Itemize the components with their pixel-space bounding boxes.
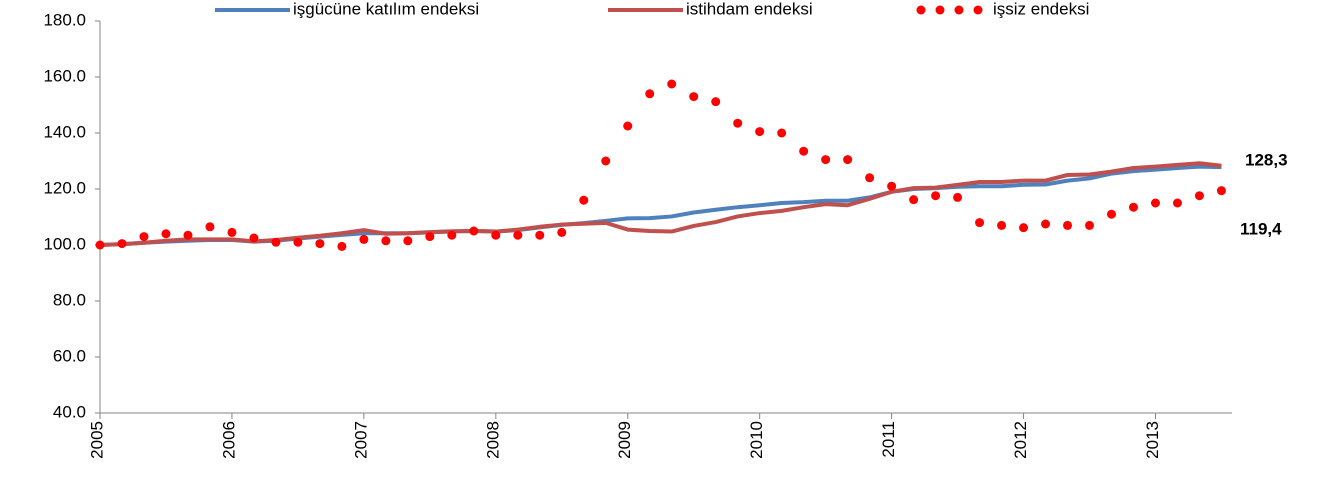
x-tick-label: 2010	[747, 421, 766, 459]
marker	[799, 146, 809, 156]
marker	[689, 92, 699, 102]
x-tick-label: 2005	[87, 421, 106, 459]
marker	[1041, 219, 1051, 229]
marker	[711, 97, 721, 107]
y-tick-label: 80.0	[53, 290, 86, 309]
y-tick-label: 140.0	[43, 122, 86, 141]
marker	[469, 226, 479, 236]
y-tick-label: 60.0	[53, 346, 86, 365]
x-tick-label: 2007	[351, 421, 370, 459]
marker	[601, 156, 611, 166]
marker	[337, 241, 347, 251]
x-tick-label: 2012	[1011, 421, 1030, 459]
marker	[249, 233, 259, 243]
marker	[843, 155, 853, 165]
marker	[931, 191, 941, 201]
y-tick-label: 100.0	[43, 234, 86, 253]
marker	[909, 195, 919, 205]
marker	[645, 89, 655, 99]
marker	[1128, 202, 1138, 212]
annotation: 119,4	[1240, 219, 1282, 238]
x-tick-label: 2011	[879, 421, 898, 458]
marker	[887, 181, 897, 191]
marker	[1107, 209, 1117, 219]
marker	[535, 230, 545, 240]
marker	[777, 128, 787, 138]
series-line	[99, 161, 1222, 247]
marker	[953, 192, 963, 202]
marker	[755, 127, 765, 137]
marker	[403, 236, 413, 246]
marker	[557, 227, 567, 237]
legend-marker	[973, 5, 983, 15]
annotation: 128,3	[1245, 150, 1288, 169]
x-tick-label: 2009	[615, 421, 634, 459]
legend-label: işgücüne katılım endeksi	[293, 0, 479, 18]
marker	[865, 173, 875, 183]
marker	[821, 155, 831, 165]
marker	[139, 232, 149, 242]
y-tick-label: 160.0	[43, 66, 86, 85]
marker	[1063, 220, 1073, 230]
y-tick-label: 120.0	[43, 178, 86, 197]
marker	[315, 239, 325, 249]
x-tick-label: 2008	[483, 421, 502, 459]
x-tick-label: 2013	[1143, 421, 1162, 459]
marker	[227, 227, 237, 237]
legend-label: işsiz endeksi	[993, 0, 1089, 18]
marker	[1194, 191, 1204, 201]
marker	[293, 237, 303, 247]
marker	[1019, 223, 1029, 233]
marker	[447, 230, 457, 240]
marker	[975, 218, 985, 228]
legend-marker	[935, 5, 945, 15]
marker	[1172, 198, 1182, 208]
marker	[1085, 220, 1095, 230]
marker	[513, 230, 523, 240]
marker	[183, 230, 193, 240]
marker	[359, 234, 369, 244]
legend-marker	[916, 5, 926, 15]
marker	[1150, 198, 1160, 208]
marker	[205, 222, 215, 232]
x-tick-label: 2006	[219, 421, 238, 459]
marker	[667, 79, 677, 89]
y-tick-label: 180.0	[43, 10, 86, 29]
marker	[733, 118, 743, 128]
marker	[271, 237, 281, 247]
marker	[997, 220, 1007, 230]
legend-marker	[954, 5, 964, 15]
marker	[95, 240, 105, 250]
marker	[1216, 186, 1226, 196]
marker	[579, 195, 589, 205]
y-tick-label: 40.0	[53, 402, 86, 421]
marker	[491, 230, 501, 240]
marker	[623, 121, 633, 131]
marker	[161, 229, 171, 239]
legend-label: istihdam endeksi	[686, 0, 813, 18]
marker	[425, 232, 435, 242]
marker	[117, 239, 127, 249]
marker	[381, 236, 391, 246]
